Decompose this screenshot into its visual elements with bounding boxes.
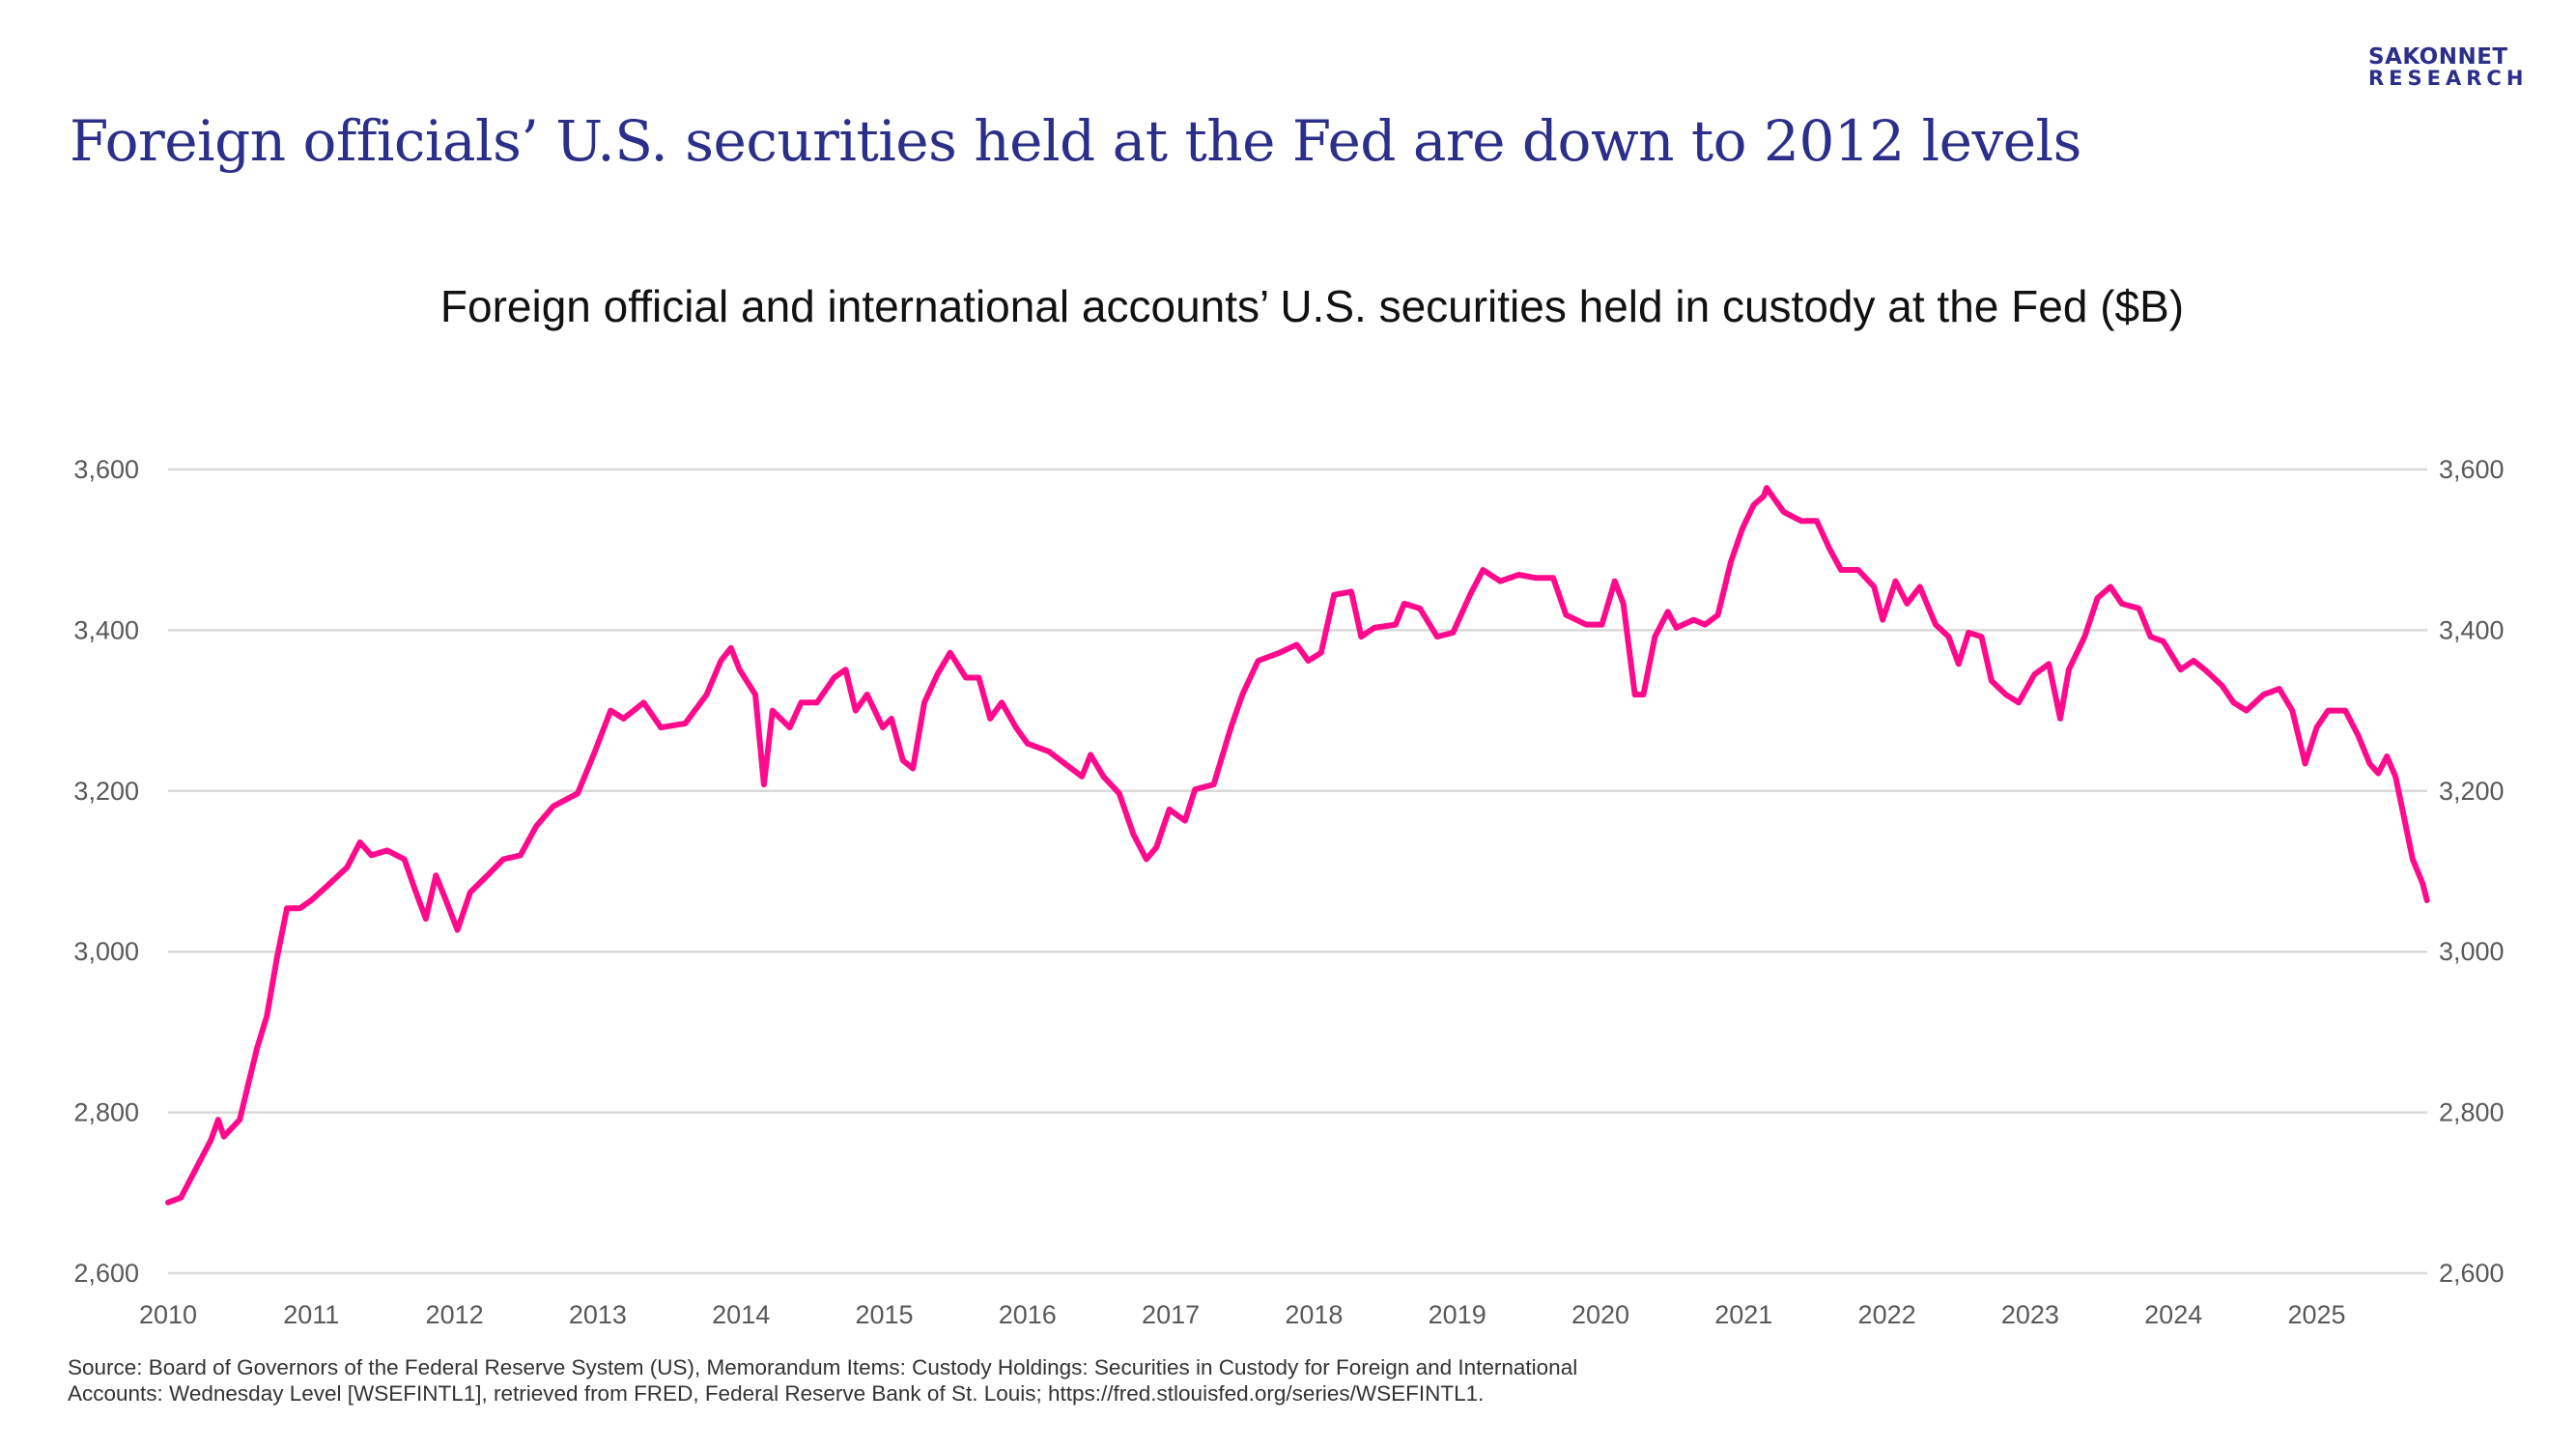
x-axis: 2010 2011 2012 2013 2014 2015 2016 2017 2018 2019… — [139, 1300, 2346, 1329]
x-tick-label: 2020 — [1571, 1300, 1629, 1329]
y-tick-label-right: 3,000 — [2439, 937, 2505, 966]
source-line-1: Source: Board of Governors of the Federa… — [68, 1355, 1578, 1379]
y-tick-label-right: 3,400 — [2439, 615, 2505, 644]
x-tick-label: 2022 — [1858, 1300, 1916, 1329]
x-tick-label: 2012 — [426, 1300, 484, 1329]
x-tick-label: 2013 — [569, 1300, 627, 1329]
chart-title: Foreign official and international accou… — [439, 281, 2185, 331]
slide-title: Foreign officials’ U.S. securities held … — [70, 108, 2081, 174]
x-tick-label: 2023 — [2001, 1300, 2059, 1329]
sakonnet-research-logo: SAKONNET RESEARCH — [2368, 44, 2529, 90]
x-tick-label: 2014 — [712, 1300, 770, 1329]
x-tick-label: 2024 — [2144, 1300, 2202, 1329]
x-tick-label: 2015 — [855, 1300, 913, 1329]
y-tick-label-right: 3,600 — [2439, 455, 2505, 484]
y-tick-label-left: 3,600 — [73, 455, 139, 484]
x-tick-label: 2018 — [1285, 1300, 1343, 1329]
x-tick-label: 2017 — [1142, 1300, 1200, 1329]
source-line-2: Accounts: Wednesday Level [WSEFINTL1], r… — [68, 1381, 1485, 1406]
y-tick-label-right: 3,200 — [2439, 777, 2505, 806]
x-tick-label: 2019 — [1429, 1300, 1486, 1329]
y-tick-label-left: 3,400 — [73, 615, 139, 644]
y-tick-label-right: 2,600 — [2439, 1259, 2505, 1288]
y-tick-label-left: 2,800 — [73, 1098, 139, 1127]
x-tick-label: 2025 — [2287, 1300, 2345, 1329]
y-axis-right: 2,600 2,800 3,000 3,200 3,400 3,600 — [2439, 455, 2505, 1288]
source-note: Source: Board of Governors of the Federa… — [68, 1354, 1806, 1406]
y-tick-label-left: 2,600 — [73, 1259, 139, 1288]
y-axis-left: 2,600 2,800 3,000 3,200 3,400 3,600 — [73, 455, 139, 1288]
x-tick-label: 2021 — [1714, 1300, 1772, 1329]
logo-line-2: RESEARCH — [2368, 67, 2529, 90]
y-tick-label-left: 3,200 — [73, 777, 139, 806]
y-tick-label-left: 3,000 — [73, 937, 139, 966]
x-tick-label: 2010 — [139, 1300, 197, 1329]
y-tick-label-right: 2,800 — [2439, 1098, 2505, 1127]
x-tick-label: 2016 — [999, 1300, 1057, 1329]
x-tick-label: 2011 — [283, 1300, 339, 1329]
gridlines — [168, 468, 2427, 1275]
logo-line-1: SAKONNET — [2368, 44, 2508, 70]
series-line — [165, 485, 2430, 1206]
